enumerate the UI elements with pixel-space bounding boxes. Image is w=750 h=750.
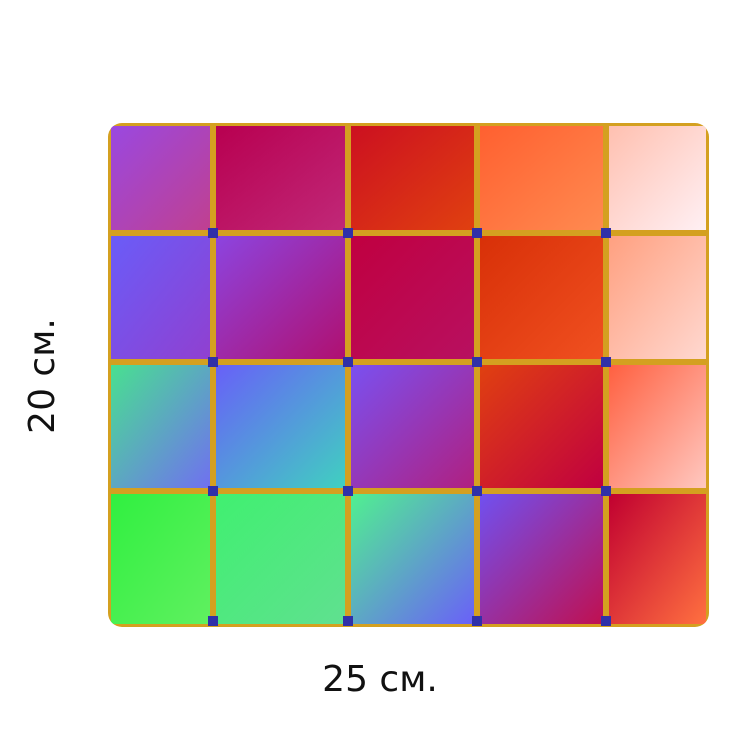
grid-node xyxy=(208,228,218,238)
grid-node xyxy=(208,486,218,496)
pad-tile xyxy=(609,236,706,359)
grid-node xyxy=(208,357,218,367)
grid-node xyxy=(343,616,353,626)
grid-node xyxy=(343,357,353,367)
grid-node xyxy=(208,616,218,626)
width-label: 25 см. xyxy=(322,659,438,700)
grid-node xyxy=(343,486,353,496)
pad-tile xyxy=(609,126,706,230)
pad-tile xyxy=(480,494,603,624)
height-label: 20 см. xyxy=(22,318,63,434)
pad-tile xyxy=(480,126,603,230)
pad-tile xyxy=(351,365,474,488)
grid-node xyxy=(601,357,611,367)
pad-tile xyxy=(609,494,706,624)
pad-tile xyxy=(216,365,345,488)
grid-node xyxy=(472,486,482,496)
pad-tile xyxy=(216,126,345,230)
grid-node xyxy=(472,357,482,367)
pad-tile xyxy=(351,236,474,359)
pad-tile xyxy=(480,365,603,488)
pad-tile xyxy=(111,126,210,230)
pad-tile xyxy=(216,236,345,359)
pad-tile xyxy=(351,494,474,624)
grid-node xyxy=(343,228,353,238)
mouse-pad xyxy=(108,123,709,627)
pad-tile xyxy=(351,126,474,230)
pad-tile xyxy=(609,365,706,488)
grid-node xyxy=(472,228,482,238)
grid-node xyxy=(601,486,611,496)
grid-node xyxy=(601,228,611,238)
pad-tile xyxy=(111,494,210,624)
pad-tile xyxy=(216,494,345,624)
pad-tile xyxy=(111,365,210,488)
pad-tile xyxy=(111,236,210,359)
grid-node xyxy=(472,616,482,626)
pad-tile xyxy=(480,236,603,359)
grid-node xyxy=(601,616,611,626)
